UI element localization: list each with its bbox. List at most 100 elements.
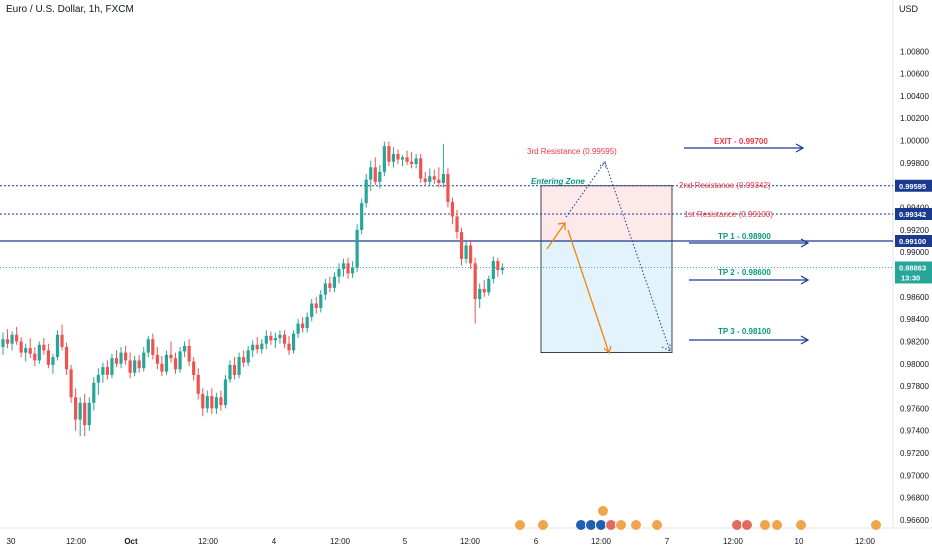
candle [319,290,323,313]
candle-body [414,158,418,164]
price-tick-label: 0.97000 [900,471,929,480]
candle [83,393,87,437]
candle [232,357,237,380]
candle [491,256,495,284]
candle [96,368,100,396]
price-axis[interactable]: 1.00800 1.00600 1.00400 1.00200 1.00000 0.998… [900,47,929,525]
time-tick-label: 12:00 [591,537,612,546]
time-tick-label: 6 [534,537,539,546]
price-level-badge-label: 0.99100 [899,237,926,246]
price-tick-label: 0.96600 [900,516,929,525]
event-flag-icon [605,519,617,531]
candle-body [223,379,228,406]
candle [251,340,255,358]
candle [391,147,396,168]
candle [28,338,32,359]
event-flag-icon [731,519,743,531]
candle [187,339,191,366]
candle-body [432,176,436,180]
candle [423,171,427,186]
candle [337,263,341,284]
price-tick-label: 0.98400 [900,315,929,324]
price-tick-label: 0.98200 [900,337,929,346]
candle-body [387,146,391,162]
exit-label: EXIT - 0.99700 [714,137,768,146]
candle [55,330,60,361]
candle [364,174,368,208]
price-tick-label: 1.00200 [900,114,929,123]
event-flag-icon [514,519,526,531]
candle [282,330,287,349]
economic-event-icons[interactable] [514,505,882,531]
candle-body [319,294,323,308]
candle [450,197,455,225]
price-level-badge-label: 0.99342 [899,210,926,219]
candle-body [341,263,346,269]
candle [128,352,132,379]
candle [42,338,46,355]
candle [214,392,218,414]
resistance-2-label: 2nd Resistance (0.99342) [679,181,771,190]
candle [264,330,268,350]
resistance-3-label: 3rd Resistance (0.99595) [527,147,617,156]
candle-body [251,344,255,351]
candle [69,364,73,403]
time-tick-label: 30 [7,537,16,546]
currency-label: USD [899,4,919,14]
candle-body [237,357,241,375]
candle-body [69,369,73,398]
event-flag-icon [615,519,627,531]
candle [500,263,504,275]
time-axis[interactable]: 30 12:00 Oct 12:00 4 12:00 5 12:00 6 12:00 7 12:00 1… [7,537,876,546]
candle [10,331,14,351]
candle [291,330,296,354]
orange-arrow-down [567,229,610,354]
candle [301,316,305,333]
candle [114,350,119,368]
candle-body [123,352,128,361]
candle-body [282,334,287,344]
candle-body [364,179,368,204]
target-arrows [684,143,810,345]
candle-body [37,344,41,361]
candle [51,353,55,374]
tp1-label: TP 1 - 0.98900 [718,232,771,241]
candle [341,258,346,277]
candle [405,150,409,166]
candle [151,333,155,360]
candle [169,341,173,363]
orange-arrow-up [546,222,566,250]
time-tick-label: 7 [665,537,670,546]
candle-body [60,334,64,348]
candle [464,239,468,264]
candle [260,339,264,354]
price-tick-label: 1.00800 [900,47,929,56]
time-tick-label: 12:00 [460,537,481,546]
candle [60,324,64,351]
event-flag-icon [651,519,663,531]
candle [473,257,477,324]
candle-body [360,203,364,230]
candle [328,276,332,293]
candle-body [396,153,400,160]
candle-body [192,361,196,375]
candle-body [464,245,468,259]
candle [78,397,82,437]
candle [419,153,423,183]
candle-body [405,157,409,162]
candle [137,354,141,373]
price-tick-label: 0.96800 [900,494,929,503]
candle [478,283,482,308]
candle [396,149,400,164]
candle [410,151,414,169]
candle-body [1,339,5,348]
time-tick-label: 10 [795,537,804,546]
candle-body [5,339,10,344]
event-flag-icon [759,519,771,531]
candle-body [242,357,246,363]
time-tick-label: 12:00 [723,537,744,546]
candle [219,390,223,411]
candle-body [378,171,382,182]
candle [437,167,441,188]
